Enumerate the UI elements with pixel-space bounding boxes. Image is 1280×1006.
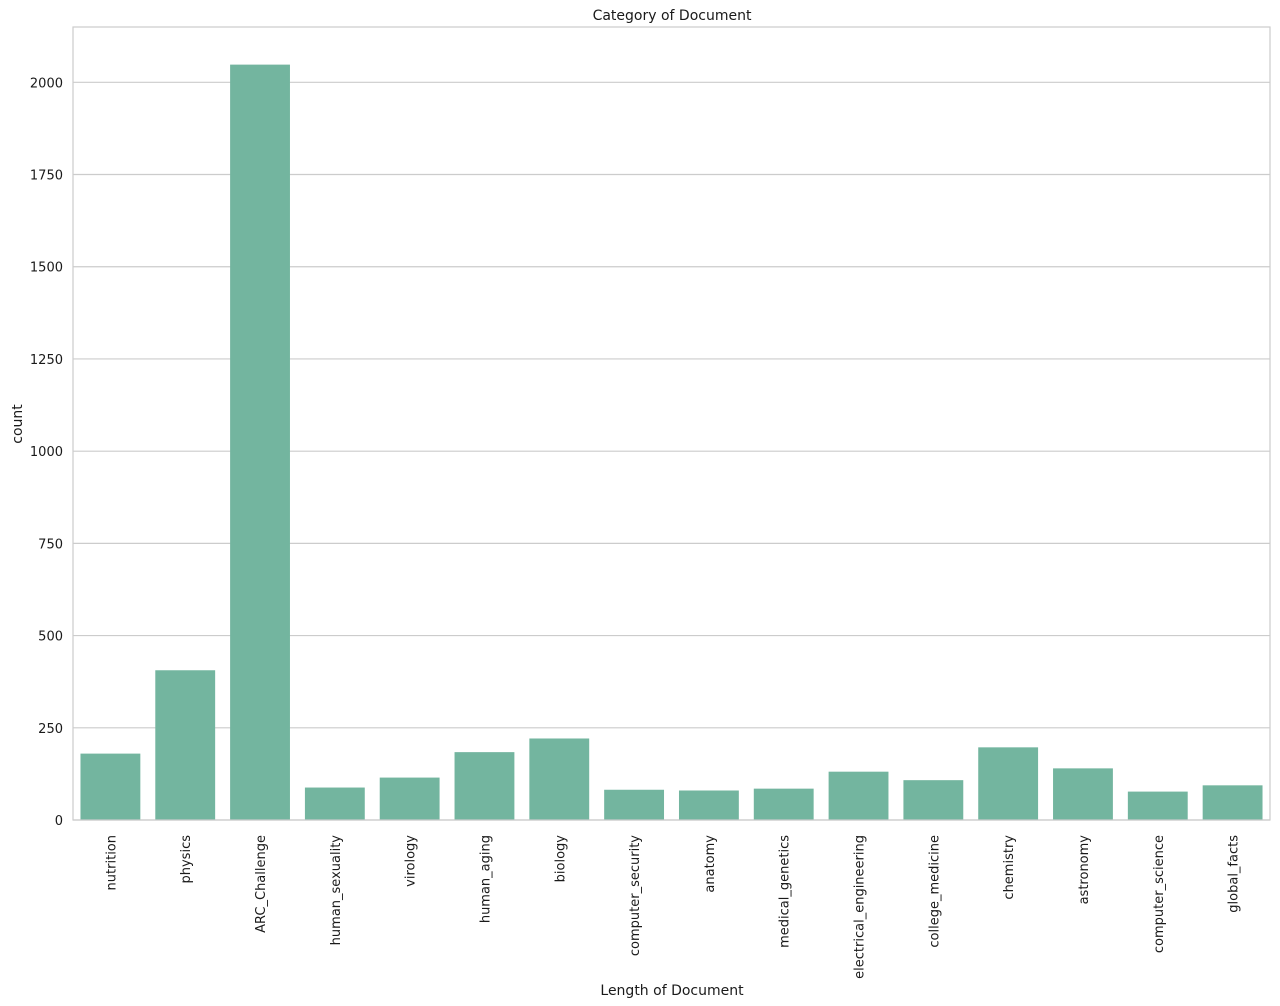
bar-computer_science xyxy=(1127,791,1188,820)
y-axis-label: count xyxy=(10,404,26,444)
x-tick-label: biology xyxy=(553,835,568,883)
bar-global_facts xyxy=(1202,785,1263,820)
bar-astronomy xyxy=(1053,768,1113,820)
chart-title: Category of Document xyxy=(593,8,752,24)
x-axis-ticks: nutrition physics ARC_Challenge human_sexua… xyxy=(104,835,1241,979)
x-tick-label: electrical_engineering xyxy=(853,835,868,979)
y-tick-label: 1000 xyxy=(30,445,63,460)
x-tick-label: college_medicine xyxy=(927,835,942,948)
bars xyxy=(80,64,1263,820)
x-tick-label: ARC_Challenge xyxy=(254,835,269,933)
x-tick-label: virology xyxy=(404,835,419,887)
bar-virology xyxy=(379,777,440,820)
y-axis-ticks: 0 250 500 750 1000 1250 1500 1750 2000 xyxy=(30,76,63,829)
plot-frame xyxy=(72,26,1271,821)
y-tick-label: 1250 xyxy=(30,353,63,368)
x-tick-label: computer_science xyxy=(1152,835,1167,953)
bar-physics xyxy=(155,670,216,820)
x-tick-label: physics xyxy=(179,835,194,884)
y-tick-label: 250 xyxy=(38,722,63,737)
bar-human_aging xyxy=(454,752,515,820)
x-tick-label: nutrition xyxy=(104,835,119,890)
y-tick-label: 1500 xyxy=(30,261,63,276)
bar-college_medicine xyxy=(903,780,964,820)
x-tick-label: chemistry xyxy=(1002,835,1017,900)
x-tick-label: global_facts xyxy=(1227,835,1242,913)
bar-nutrition xyxy=(80,753,141,820)
y-tick-label: 750 xyxy=(38,537,63,552)
x-tick-label: human_sexuality xyxy=(329,835,344,946)
bar-medical_genetics xyxy=(753,788,814,820)
x-tick-label: medical_genetics xyxy=(778,835,793,948)
bar-ARC_Challenge xyxy=(230,64,290,820)
x-tick-label: human_aging xyxy=(478,835,493,923)
y-tick-label: 2000 xyxy=(30,76,63,91)
x-axis-label: Length of Document xyxy=(600,983,744,999)
bar-electrical_engineering xyxy=(828,771,889,820)
bar-computer_security xyxy=(604,789,665,820)
y-tick-label: 0 xyxy=(55,814,63,829)
x-tick-label: astronomy xyxy=(1077,835,1092,905)
x-tick-label: computer_security xyxy=(628,835,643,956)
bar-anatomy xyxy=(678,790,739,820)
bar-human_sexuality xyxy=(304,787,365,820)
x-tick-label: anatomy xyxy=(703,835,718,893)
bar-biology xyxy=(529,738,590,820)
y-tick-label: 500 xyxy=(38,630,63,645)
bar-chemistry xyxy=(978,747,1039,820)
y-tick-label: 1750 xyxy=(30,169,63,184)
